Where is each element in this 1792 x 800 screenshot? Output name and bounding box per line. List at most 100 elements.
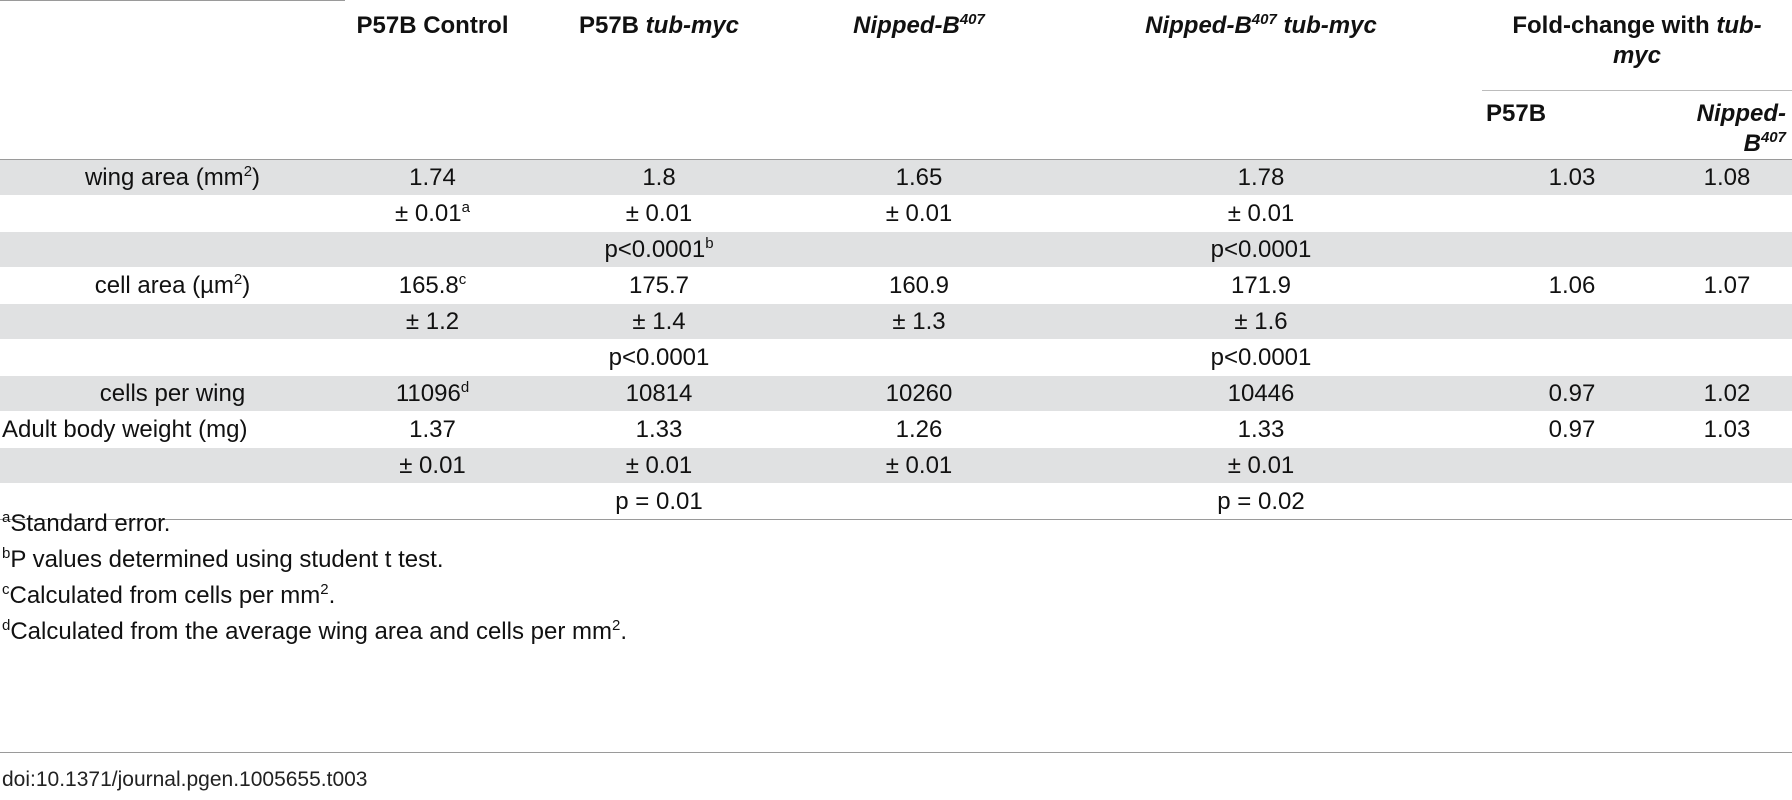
table-cell <box>798 231 1040 268</box>
table-cell: p<0.0001 <box>1040 231 1482 268</box>
table-cell: 1.08 <box>1662 159 1792 196</box>
table-cell: 1.03 <box>1662 411 1792 448</box>
table-cell: p<0.0001 <box>1040 339 1482 376</box>
row-label: Adult body weight (mg) <box>0 411 345 448</box>
table-row: wing area (mm2) 1.74 1.8 1.65 1.78 1.03 1.08 <box>0 159 1792 196</box>
results-table: P57B Control P57B tub-myc Nipped-B407 Ni… <box>0 0 1792 520</box>
table-cell: 0.97 <box>1482 375 1662 412</box>
header-nipped-b: Nipped-B407 <box>853 10 985 39</box>
table-cell: 0.97 <box>1482 411 1662 448</box>
table-cell: 1.02 <box>1662 375 1792 412</box>
footnote: aStandard error. <box>2 509 171 537</box>
table-cell: 1.03 <box>1482 159 1662 196</box>
table-row: ± 0.01a ± 0.01 ± 0.01 ± 0.01 <box>0 195 1792 232</box>
table-cell: 10814 <box>520 375 798 412</box>
table-cell: ± 0.01 <box>798 447 1040 484</box>
footnote: bP values determined using student t tes… <box>2 545 444 573</box>
table-cell: ± 1.3 <box>798 303 1040 340</box>
table-cell: 1.07 <box>1662 267 1792 304</box>
table-cell <box>1662 303 1792 340</box>
table-row: cell area (µm2) 165.8c 175.7 160.9 171.9 1.06… <box>0 267 1792 304</box>
table-row: p = 0.01 p = 0.02 <box>0 483 1792 520</box>
table-cell <box>1662 195 1792 232</box>
table-cell: 1.06 <box>1482 267 1662 304</box>
table-cell: p = 0.02 <box>1040 483 1482 520</box>
table-cell <box>1662 339 1792 376</box>
table-cell: 1.33 <box>1040 411 1482 448</box>
header-spacer-cell <box>345 90 520 160</box>
subheader-nipped-b: Nipped-B407 <box>1662 90 1792 160</box>
table-header: P57B Control P57B tub-myc Nipped-B407 Ni… <box>0 0 1792 160</box>
table-cell: 11096d <box>345 375 520 412</box>
table-cell: 175.7 <box>520 267 798 304</box>
footnote: dCalculated from the average wing area a… <box>2 617 627 645</box>
table-cell <box>1482 339 1662 376</box>
header-spacer-cell <box>0 90 345 160</box>
header-spacer-cell <box>1040 90 1482 160</box>
row-label <box>0 483 345 520</box>
header-nipped-b-tub-myc: Nipped-B407 tub-myc <box>1145 10 1377 39</box>
table-cell: ± 1.2 <box>345 303 520 340</box>
header-empty-cell <box>0 0 345 91</box>
table-row: ± 0.01 ± 0.01 ± 0.01 ± 0.01 <box>0 447 1792 484</box>
subheader-p57b: P57B <box>1482 90 1662 160</box>
table-cell <box>1662 483 1792 520</box>
row-label <box>0 231 345 268</box>
row-label: wing area (mm2) <box>0 159 345 196</box>
table-cell: 10260 <box>798 375 1040 412</box>
table-cell: 171.9 <box>1040 267 1482 304</box>
table-cell: 10446 <box>1040 375 1482 412</box>
table-cell <box>798 339 1040 376</box>
table-cell: ± 1.6 <box>1040 303 1482 340</box>
row-label <box>0 303 345 340</box>
table-cell: p<0.0001 <box>520 339 798 376</box>
footnote: cCalculated from cells per mm2. <box>2 581 336 609</box>
header-p57b-control: P57B Control <box>356 11 509 39</box>
results-table-container: P57B Control P57B tub-myc Nipped-B407 Ni… <box>0 0 1792 520</box>
table-cell: ± 0.01a <box>345 195 520 232</box>
table-cell <box>345 483 520 520</box>
table-cell <box>1482 195 1662 232</box>
table-cell <box>1482 231 1662 268</box>
header-fold-change: Fold-change with tub-myc <box>1482 0 1792 91</box>
table-cell <box>1662 231 1792 268</box>
header-row-1: P57B Control P57B tub-myc Nipped-B407 Ni… <box>0 0 1792 91</box>
table-cell: 165.8c <box>345 267 520 304</box>
row-label <box>0 447 345 484</box>
table-cell: p<0.0001b <box>520 231 798 268</box>
table-cell <box>1482 303 1662 340</box>
row-label: cells per wing <box>0 375 345 412</box>
table-cell: p = 0.01 <box>520 483 798 520</box>
table-cell: ± 0.01 <box>1040 195 1482 232</box>
row-label <box>0 195 345 232</box>
table-cell: ± 1.4 <box>520 303 798 340</box>
table-cell: 1.74 <box>345 159 520 196</box>
divider-rule <box>0 752 1792 753</box>
table-cell: ± 0.01 <box>520 447 798 484</box>
table-cell: ± 0.01 <box>520 195 798 232</box>
table-row: p<0.0001b p<0.0001 <box>0 231 1792 268</box>
table-cell: ± 0.01 <box>1040 447 1482 484</box>
table-cell: 1.33 <box>520 411 798 448</box>
table-cell: 1.37 <box>345 411 520 448</box>
table-body: wing area (mm2) 1.74 1.8 1.65 1.78 1.03 1.08 ± … <box>0 159 1792 520</box>
table-cell: 1.26 <box>798 411 1040 448</box>
table-cell <box>1662 447 1792 484</box>
table-cell: 1.65 <box>798 159 1040 196</box>
table-row: Adult body weight (mg) 1.37 1.33 1.26 1.33 0.… <box>0 411 1792 448</box>
table-cell: 1.8 <box>520 159 798 196</box>
header-spacer-cell <box>798 90 1040 160</box>
header-spacer-cell <box>520 90 798 160</box>
table-cell: ± 0.01 <box>345 447 520 484</box>
table-cell <box>345 339 520 376</box>
table-cell <box>1482 483 1662 520</box>
table-cell: 1.78 <box>1040 159 1482 196</box>
table-row: cells per wing 11096d 10814 10260 10446 0.97 1… <box>0 375 1792 412</box>
table-cell <box>1482 447 1662 484</box>
table-row: p<0.0001 p<0.0001 <box>0 339 1792 376</box>
table-cell <box>345 231 520 268</box>
row-label: cell area (µm2) <box>0 267 345 304</box>
table-row: ± 1.2 ± 1.4 ± 1.3 ± 1.6 <box>0 303 1792 340</box>
row-label <box>0 339 345 376</box>
table-cell: ± 0.01 <box>798 195 1040 232</box>
